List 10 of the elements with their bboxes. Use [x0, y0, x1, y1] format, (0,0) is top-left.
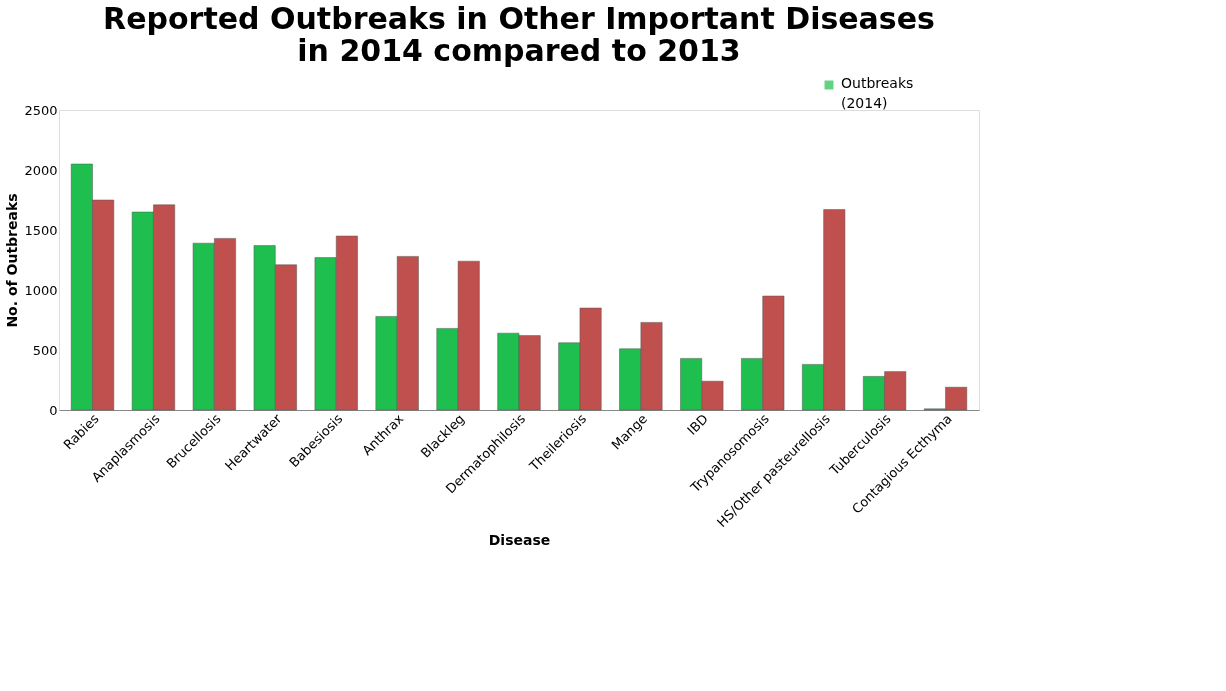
y-tick-label: 2500	[24, 102, 58, 118]
y-tick-label: 0	[49, 402, 58, 418]
x-axis-title: Disease	[488, 532, 551, 548]
y-tick-label: 1000	[24, 282, 58, 298]
chart-title: Reported Outbreaks in Other Important Diseases in 2014 compared to 2013	[103, 1, 935, 68]
y-axis-title: No. of Outbreaks	[4, 193, 21, 328]
legend-label: Outbreaks (2014)	[841, 75, 914, 111]
y-tick-label: 2000	[24, 162, 58, 178]
y-tick-label: 1500	[24, 222, 58, 238]
y-tick-label: 500	[32, 342, 58, 358]
